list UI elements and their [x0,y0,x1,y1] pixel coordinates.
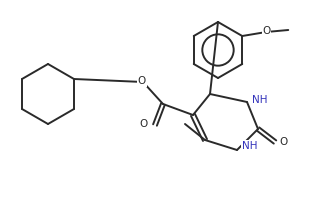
Text: O: O [262,26,270,36]
Text: NH: NH [252,95,267,105]
Text: O: O [140,119,148,129]
Text: NH: NH [242,141,258,151]
Text: O: O [138,76,146,86]
Text: O: O [279,137,287,147]
